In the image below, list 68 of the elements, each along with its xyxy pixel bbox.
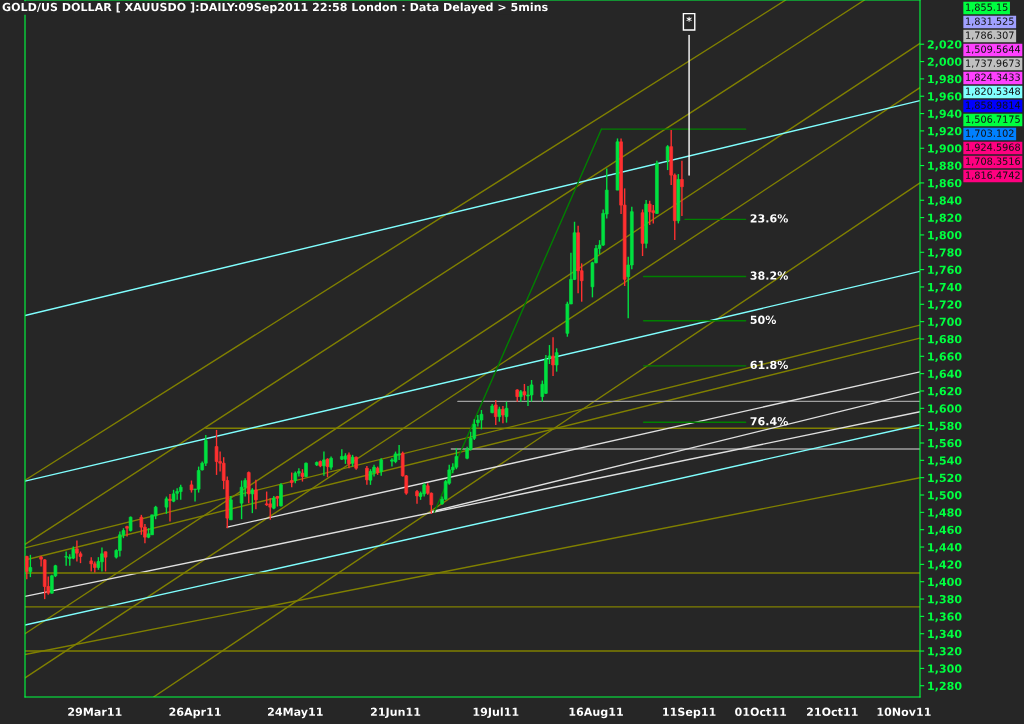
chart-title: GOLD/US DOLLAR [ XAUUSDO ]:DAILY:09Sep2011 22:58 London : Data Delayed > 5mins	[2, 2, 548, 14]
text: 1,824.3433	[966, 73, 1020, 82]
text: 1,858.9814	[966, 101, 1021, 110]
text: 1,820.5348	[966, 87, 1020, 96]
y-tick-label: 1,480	[928, 508, 962, 519]
annotation: 76.4%	[750, 417, 788, 426]
x-tick-label: 19Jul11	[473, 707, 519, 719]
y-tick-label: 1,800	[928, 230, 962, 241]
y-tick-label: 1,640	[928, 369, 962, 380]
text: 1,924.5968	[966, 143, 1020, 152]
x-tick-label: 21Jun11	[370, 707, 421, 719]
y-tick-label: 2,020	[927, 40, 962, 51]
text: 1,506.7175	[966, 115, 1020, 124]
y-tick-label: 1,440	[928, 543, 962, 553]
y-tick-label: 1,520	[928, 473, 962, 484]
y-tick-label: 1,960	[928, 92, 962, 103]
y-tick-label: 1,560	[928, 438, 962, 449]
y-tick-label: 1,900	[928, 144, 962, 155]
y-tick-label: 1,680	[928, 334, 962, 345]
y-tick-label: 1,500	[928, 490, 962, 501]
y-tick-label: 1,840	[928, 196, 962, 207]
y-tick-label: 1,600	[928, 404, 962, 415]
text: 1,509.5644	[966, 45, 1021, 54]
x-tick-label: 11Sep11	[663, 707, 716, 719]
annotation: 50%	[750, 315, 777, 324]
y-tick-label: 1,940	[928, 109, 962, 120]
y-tick-label: 1,700	[928, 317, 962, 328]
y-tick-label: 1,920	[928, 126, 962, 137]
y-tick-label: 2,000	[927, 57, 962, 68]
y-tick-label: 1,820	[928, 213, 962, 224]
y-tick-label: 1,720	[928, 300, 962, 311]
y-tick-label: 1,380	[928, 595, 962, 605]
x-tick-label: 29Mar11	[68, 707, 122, 717]
x-tick-label: 21Oct11	[807, 707, 858, 717]
annotation: 61.8%	[750, 360, 788, 370]
annotation: *	[686, 16, 692, 22]
x-tick-label: 01Oct11	[735, 707, 787, 717]
text: 1,786.307	[966, 31, 1014, 40]
y-tick-label: 1,620	[928, 386, 962, 397]
y-tick-label: 1,300	[928, 664, 962, 675]
text: 1,708.3516	[966, 157, 1021, 166]
annotation: 38.2%	[750, 271, 788, 280]
y-tick-label: 1,360	[928, 612, 962, 623]
annotation: 23.6%	[750, 214, 788, 223]
y-tick-label: 1,420	[928, 560, 962, 571]
y-tick-label: 1,400	[928, 577, 962, 588]
y-tick-label: 1,540	[928, 456, 962, 467]
y-tick-label: 1,740	[928, 282, 962, 293]
text: 1,737.9673	[966, 59, 1020, 68]
y-tick-label: 1,660	[928, 352, 962, 363]
y-tick-label: 1,780	[928, 248, 962, 259]
text: 1,703.102	[966, 129, 1014, 138]
y-tick-label: 1,760	[928, 265, 962, 276]
x-tick-label: 24May11	[267, 707, 323, 719]
x-tick-label: 10Nov11	[877, 707, 931, 717]
text: 1,831.525	[966, 17, 1014, 26]
y-tick-label: 1,980	[928, 74, 962, 85]
y-tick-label: 1,460	[928, 525, 962, 536]
y-tick-label: 1,860	[928, 178, 962, 189]
text: 1,816.4742	[966, 171, 1020, 180]
y-tick-label: 1,880	[928, 161, 962, 172]
y-tick-label: 1,580	[928, 421, 962, 432]
y-tick-label: 1,280	[928, 681, 962, 692]
x-tick-label: 16Aug11	[569, 707, 623, 719]
text: 1,855.15	[966, 3, 1008, 12]
x-tick-label: 26Apr11	[169, 707, 221, 719]
y-tick-label: 1,320	[928, 647, 962, 657]
y-tick-label: 1,340	[928, 629, 962, 640]
